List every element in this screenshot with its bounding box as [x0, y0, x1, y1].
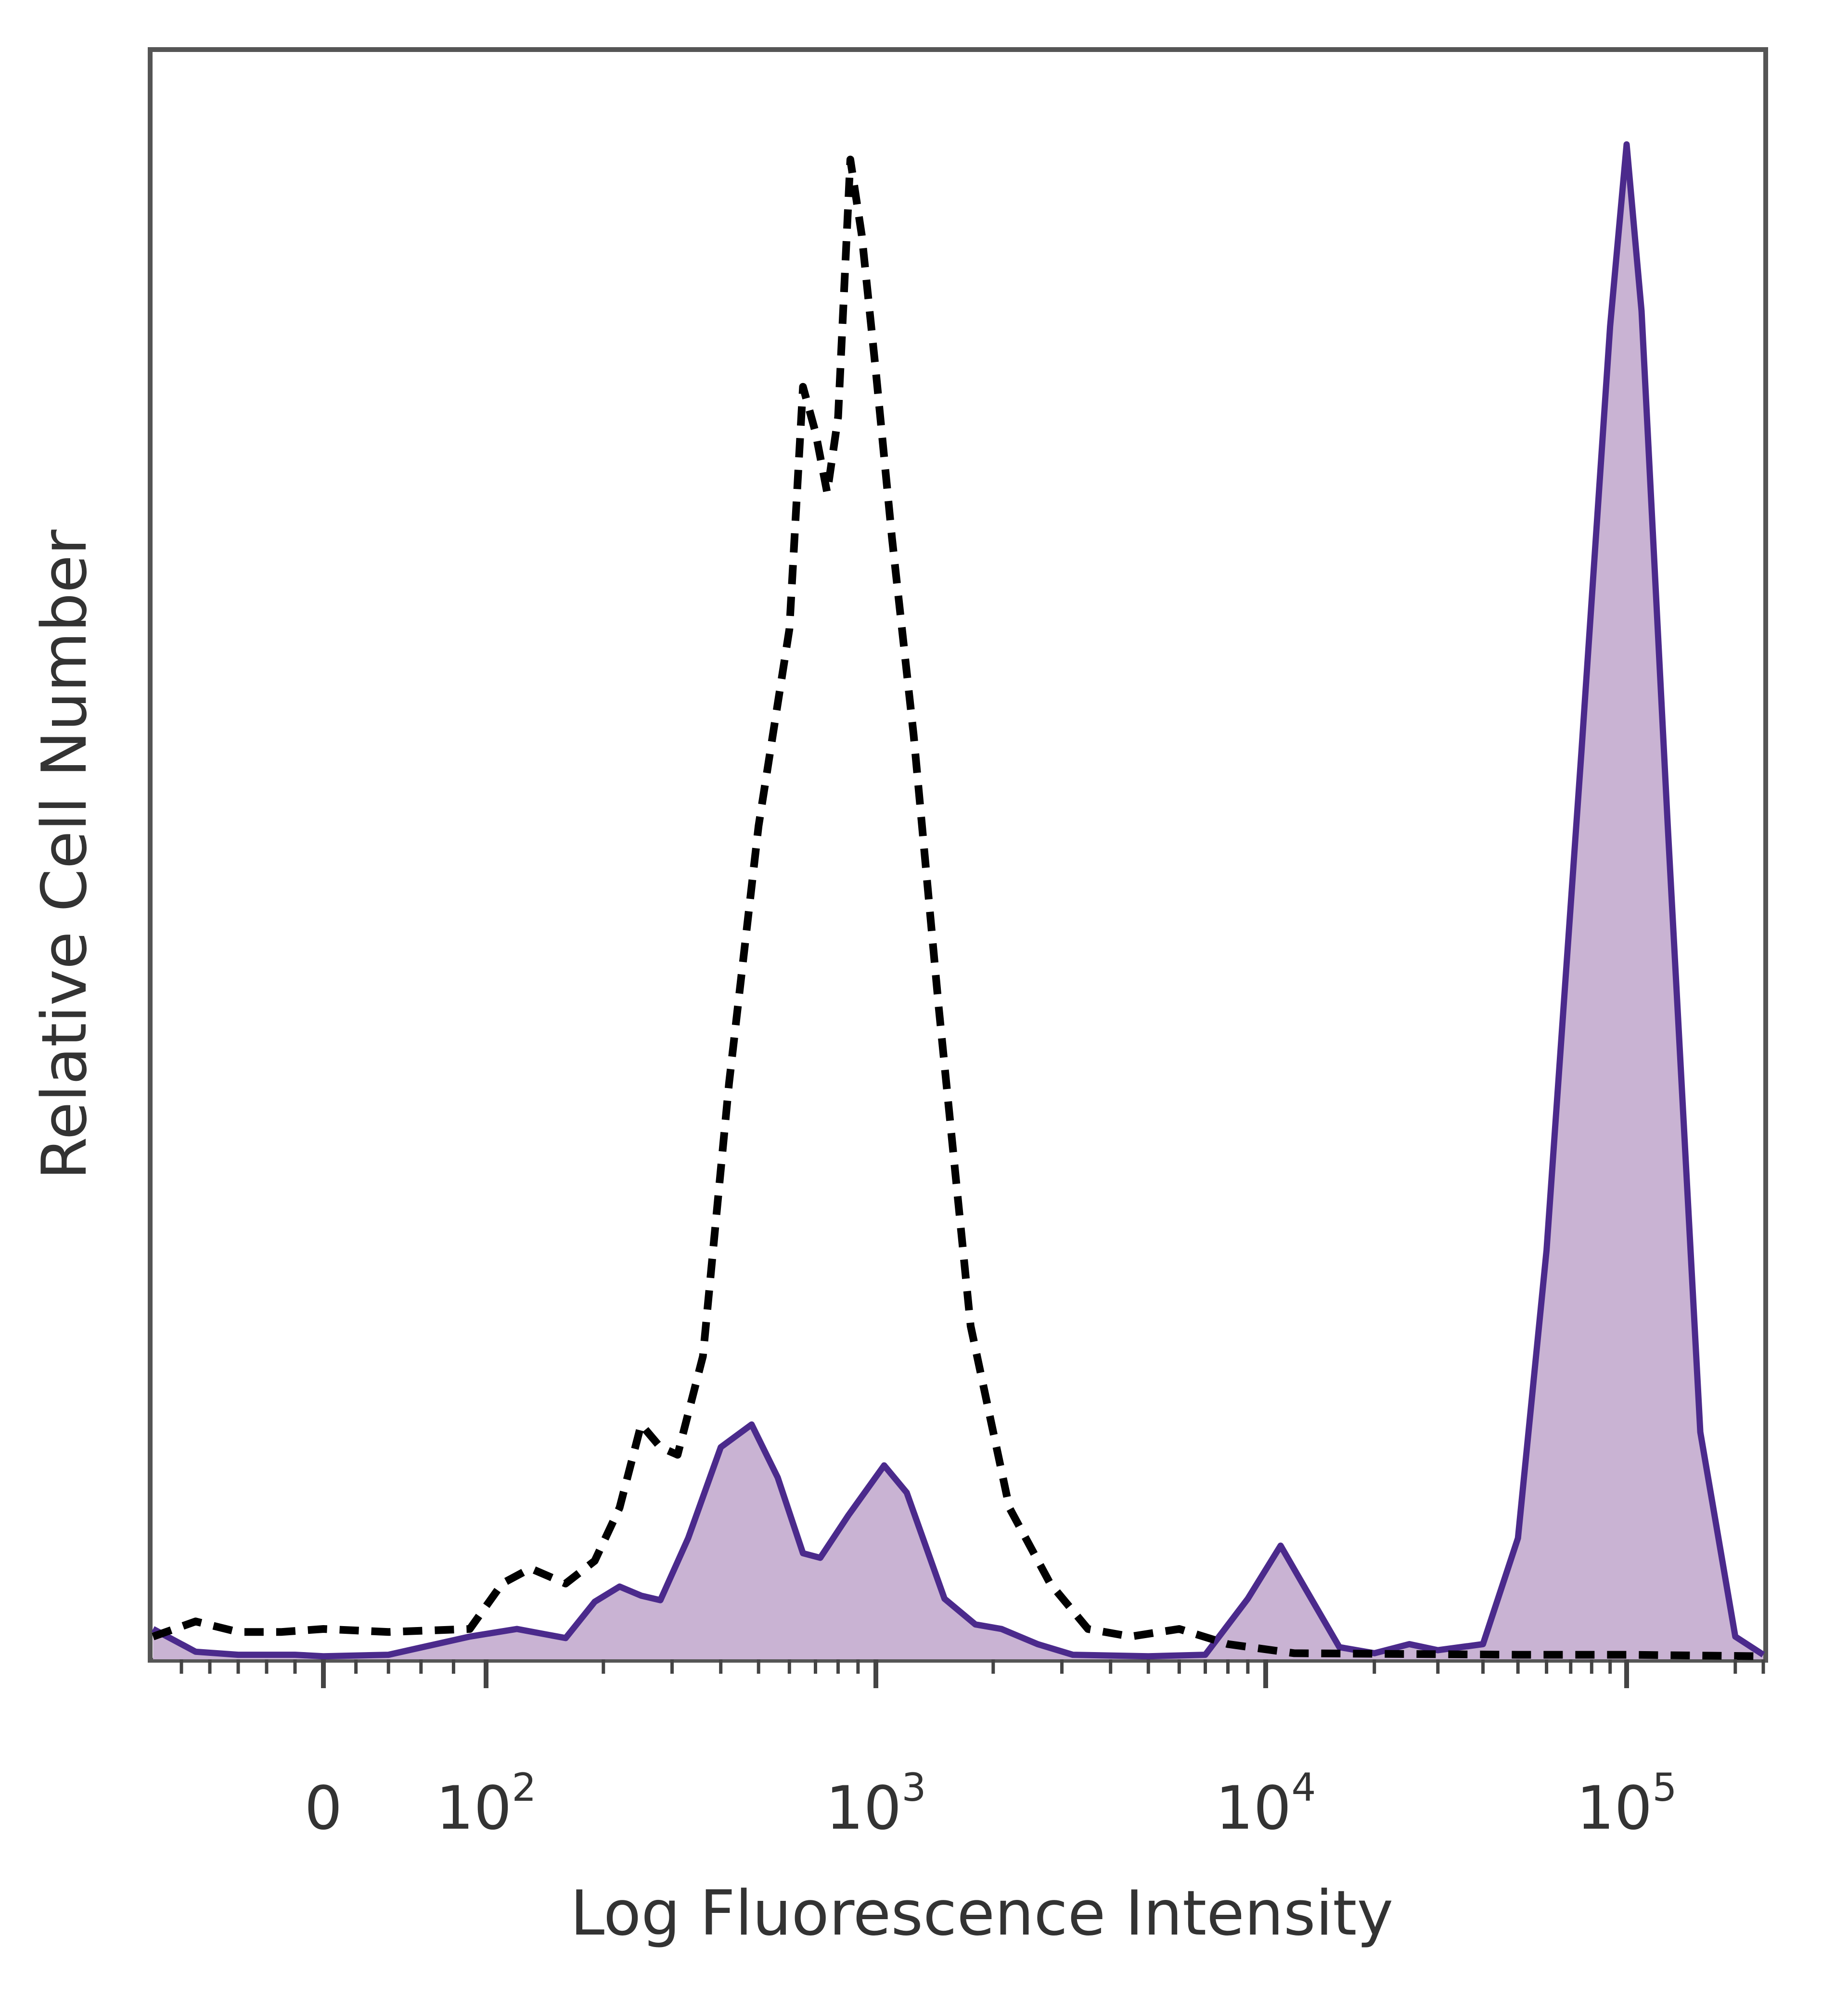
series-1-line [152, 155, 1764, 1660]
series-0-area [153, 144, 1763, 1659]
x-tick-label-1: 102 [436, 1765, 537, 1843]
x-axis-ticks: 0 102 103 104 105 [180, 1659, 1765, 1843]
x-axis-label: Log Fluorescence Intensity [570, 1878, 1393, 1949]
series-layer [151, 141, 1765, 1660]
x-tick-label-3: 104 [1216, 1765, 1316, 1843]
plot-frame [148, 47, 1768, 1663]
x-tick-label-4: 105 [1577, 1765, 1677, 1843]
series-0-line [151, 141, 1765, 1660]
y-axis-label: Relative Cell Number [29, 529, 101, 1179]
x-tick-label-0: 0 [305, 1774, 343, 1843]
x-tick-label-2: 103 [826, 1765, 926, 1843]
